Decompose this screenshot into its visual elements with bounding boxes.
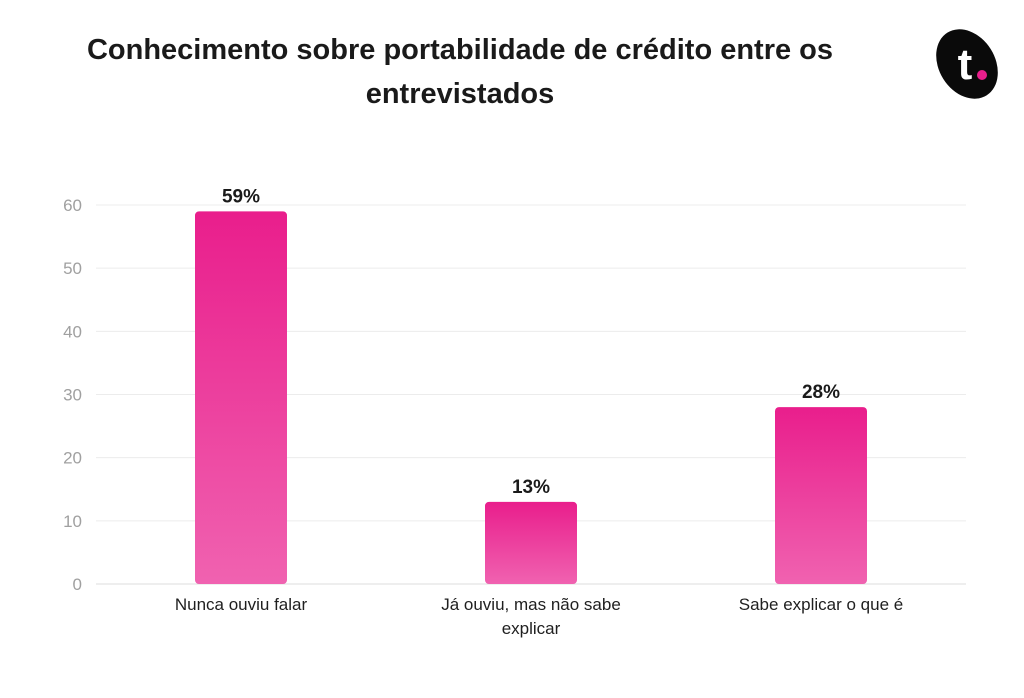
brand-logo-dot — [977, 70, 987, 80]
y-tick-label: 60 — [63, 196, 82, 215]
y-tick-label: 30 — [63, 386, 82, 405]
y-axis-ticks: 0 10 20 30 40 50 60 — [63, 196, 82, 594]
bar-1 — [195, 211, 287, 585]
data-label-1: 59% — [222, 186, 260, 207]
brand-logo-icon: t — [936, 29, 998, 99]
x-category-label: explicar — [502, 619, 561, 638]
y-tick-label: 20 — [63, 449, 82, 468]
y-tick-label: 40 — [63, 322, 82, 341]
bars — [195, 211, 867, 585]
brand-logo-letter: t — [958, 40, 973, 89]
x-category-label: Sabe explicar o que é — [739, 595, 903, 614]
brand-logo-blob — [936, 29, 998, 99]
x-axis-labels: Nunca ouviu falar Já ouviu, mas não sabe e… — [175, 595, 903, 638]
data-labels: 59% 13% 28% — [222, 186, 840, 498]
x-category-label: Já ouviu, mas não sabe — [441, 595, 621, 614]
data-label-3: 28% — [802, 382, 840, 403]
y-tick-label: 0 — [73, 575, 82, 594]
chart-title: Conhecimento sobre portabilidade de créd… — [86, 34, 834, 110]
y-tick-label: 50 — [63, 259, 82, 278]
bar-3 — [775, 407, 867, 584]
data-label-2: 13% — [512, 477, 550, 498]
x-category-label: Nunca ouviu falar — [175, 595, 308, 614]
bar-2 — [485, 501, 577, 584]
y-tick-label: 10 — [63, 512, 82, 531]
